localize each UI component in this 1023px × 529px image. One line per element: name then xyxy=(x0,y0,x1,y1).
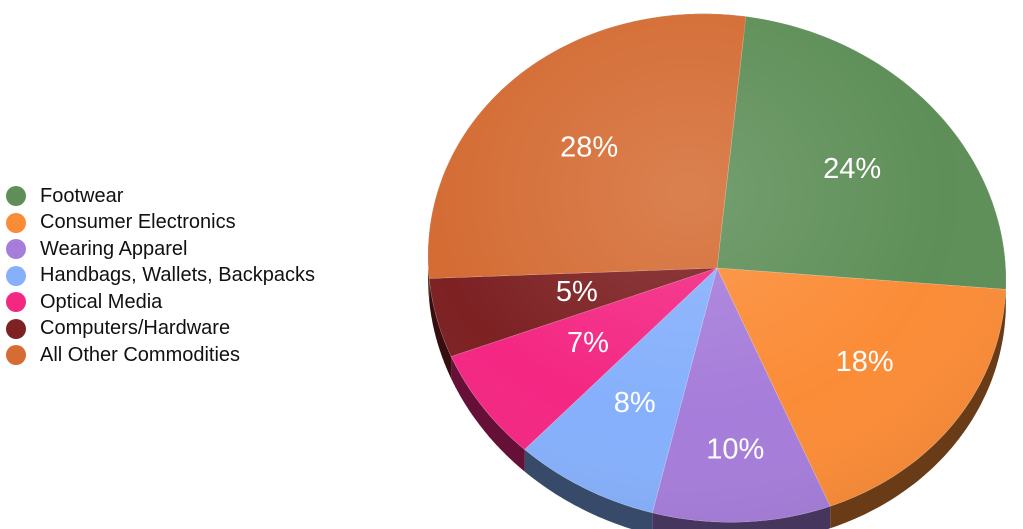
pie-side-wearing-apparel xyxy=(652,506,831,529)
data-label-computers-hardware: 5% xyxy=(556,276,598,308)
pie-labels: 24% 18% 10% 8%7% 5% 28% xyxy=(556,132,894,466)
data-label-optical-media: 7% xyxy=(567,327,609,359)
legend-label-consumer-electronics: Consumer Electronics xyxy=(40,211,236,234)
legend-label-wearing-apparel: Wearing Apparel xyxy=(40,237,188,260)
legend-swatch-footwear xyxy=(6,186,26,207)
pie-top xyxy=(427,13,1007,523)
legend-label-all-other: All Other Commodities xyxy=(40,343,241,366)
legend-item-wearing-apparel: Wearing Apparel xyxy=(6,236,315,263)
legend-swatch-wearing-apparel xyxy=(6,239,26,260)
data-label-footwear: 24% xyxy=(823,153,881,185)
legend-label-optical-media: Optical Media xyxy=(40,290,163,313)
legend-item-handbags: Handbags, Wallets, Backpacks xyxy=(6,263,315,290)
legend-label-computers-hardware: Computers/Hardware xyxy=(40,317,231,340)
pie-side-consumer-electronics xyxy=(830,289,1006,529)
legend-swatch-consumer-electronics xyxy=(6,212,26,233)
data-label-handbags: 8% xyxy=(614,387,656,419)
legend-item-computers-hardware: Computers/Hardware xyxy=(6,316,315,343)
data-label-consumer-electronics: 18% xyxy=(836,346,894,378)
legend-label-footwear: Footwear xyxy=(40,184,124,207)
pie-side-handbags xyxy=(524,449,653,529)
legend-item-footwear: Footwear xyxy=(6,183,315,210)
legend-item-all-other: All Other Commodities xyxy=(6,342,315,369)
data-label-wearing-apparel: 10% xyxy=(706,434,764,466)
legend-item-optical-media: Optical Media xyxy=(6,289,315,316)
pie-side-optical-media xyxy=(451,356,525,472)
data-label-all-other: 28% xyxy=(560,132,618,164)
pie-side-computers-hardware xyxy=(429,278,452,379)
legend-label-handbags: Handbags, Wallets, Backpacks xyxy=(40,264,315,287)
pie-gloss xyxy=(428,13,1006,523)
legend-item-consumer-electronics: Consumer Electronics xyxy=(6,210,315,237)
legend-swatch-handbags xyxy=(6,265,26,286)
legend-swatch-optical-media xyxy=(6,292,26,313)
legend-swatch-computers-hardware xyxy=(6,318,26,339)
legend: Footwear Consumer Electronics Wearing Ap… xyxy=(6,183,315,369)
legend-swatch-all-other xyxy=(6,345,26,366)
